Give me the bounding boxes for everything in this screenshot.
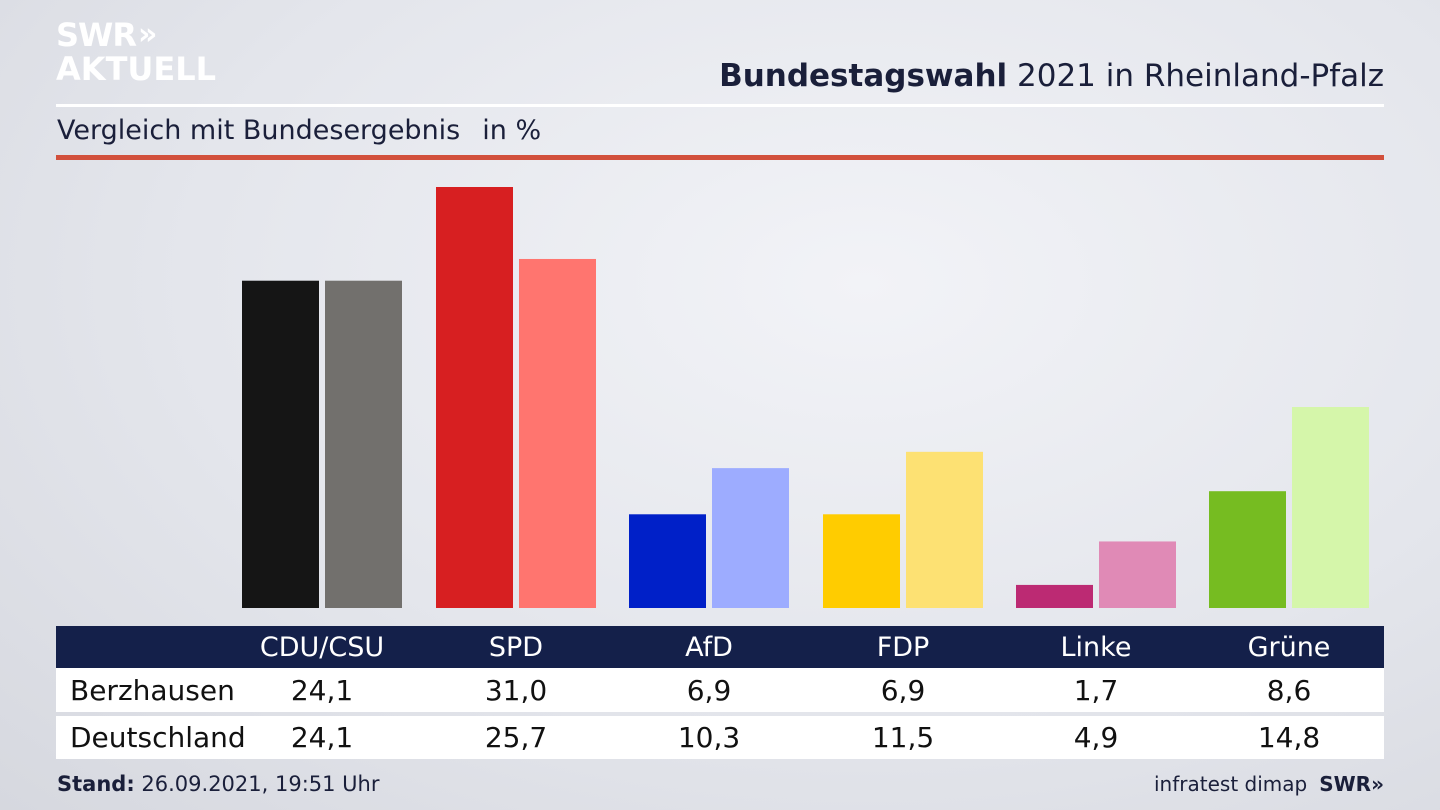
- column-header: Grüne: [1247, 631, 1331, 663]
- column-header: SPD: [488, 631, 544, 663]
- table-cell: 11,5: [871, 721, 935, 754]
- table-cell: 6,9: [880, 673, 926, 707]
- unit-label: in %: [482, 115, 542, 146]
- bar-afd-deutschland: [712, 468, 789, 608]
- logo-aktuell-text: AKTUELL: [56, 50, 217, 88]
- column-header: Linke: [1060, 631, 1132, 663]
- bar-afd-berzhausen: [629, 514, 706, 608]
- table-row: Berzhausen 24,1 31,0 6,9 6,9 1,7 8,6: [56, 668, 1384, 712]
- subtitle-text: Vergleich mit Bundesergebnis: [57, 115, 461, 146]
- stand-label: Stand:: [57, 772, 135, 796]
- timestamp: Stand: 26.09.2021, 19:51 Uhr: [57, 772, 380, 796]
- source-text: infratest dimap: [1154, 772, 1308, 796]
- page-title: Bundestagswahl 2021 in Rheinland-Pfalz: [719, 58, 1384, 94]
- table-cell: 10,3: [677, 721, 741, 754]
- column-header: FDP: [876, 631, 930, 663]
- table-header: CDU/CSU SPD AfD FDP Linke Grüne: [56, 626, 1384, 668]
- bar-fdp-deutschland: [906, 451, 983, 608]
- table-cell: 4,9: [1073, 721, 1119, 754]
- title-bold: Bundestagswahl: [719, 58, 1008, 94]
- column-header: CDU/CSU: [259, 631, 385, 663]
- table-cell: 1,7: [1073, 673, 1119, 707]
- row-label: Berzhausen: [70, 673, 235, 707]
- table-cell: 25,7: [484, 721, 548, 754]
- table-cell: 6,9: [686, 673, 732, 707]
- bar-linke-deutschland: [1099, 541, 1176, 608]
- swr-aktuell-logo: SWR» AKTUELL: [56, 16, 217, 88]
- bar-cducsu-berzhausen: [242, 280, 319, 608]
- bar-grne-berzhausen: [1209, 491, 1286, 608]
- chart-subtitle: Vergleich mit Bundesergebnis in %: [57, 115, 541, 146]
- bar-spd-deutschland: [519, 258, 596, 608]
- logo-swr-text: SWR: [56, 16, 137, 54]
- table-body: Berzhausen 24,1 31,0 6,9 6,9 1,7 8,6 Deutschlan…: [56, 668, 1384, 759]
- swr-brand-logo: SWR»: [1319, 772, 1384, 796]
- title-divider: [56, 104, 1384, 107]
- bar-fdp-berzhausen: [823, 514, 900, 608]
- table-row: Deutschland 24,1 25,7 10,3 11,5 4,9 14,8: [56, 716, 1384, 759]
- title-rest: 2021 in Rheinland-Pfalz: [1007, 58, 1384, 94]
- source-credit: infratest dimap SWR»: [1154, 772, 1384, 796]
- table-cell: 14,8: [1257, 721, 1321, 754]
- bar-grne-deutschland: [1292, 407, 1369, 608]
- table-cell: 31,0: [484, 673, 548, 707]
- subtitle-divider: [56, 155, 1384, 160]
- stand-value: 26.09.2021, 19:51 Uhr: [134, 772, 380, 796]
- bar-linke-berzhausen: [1016, 584, 1093, 608]
- row-label: Deutschland: [70, 721, 246, 754]
- column-header: AfD: [685, 631, 733, 663]
- bar-cducsu-deutschland: [325, 280, 402, 608]
- table-cell: 8,6: [1266, 673, 1312, 707]
- table-cell: 24,1: [290, 721, 354, 754]
- results-table: CDU/CSU SPD AfD FDP Linke Grüne Berzhausen 24,…: [56, 626, 1384, 759]
- bar-spd-berzhausen: [436, 187, 513, 608]
- table-cell: 24,1: [290, 673, 354, 707]
